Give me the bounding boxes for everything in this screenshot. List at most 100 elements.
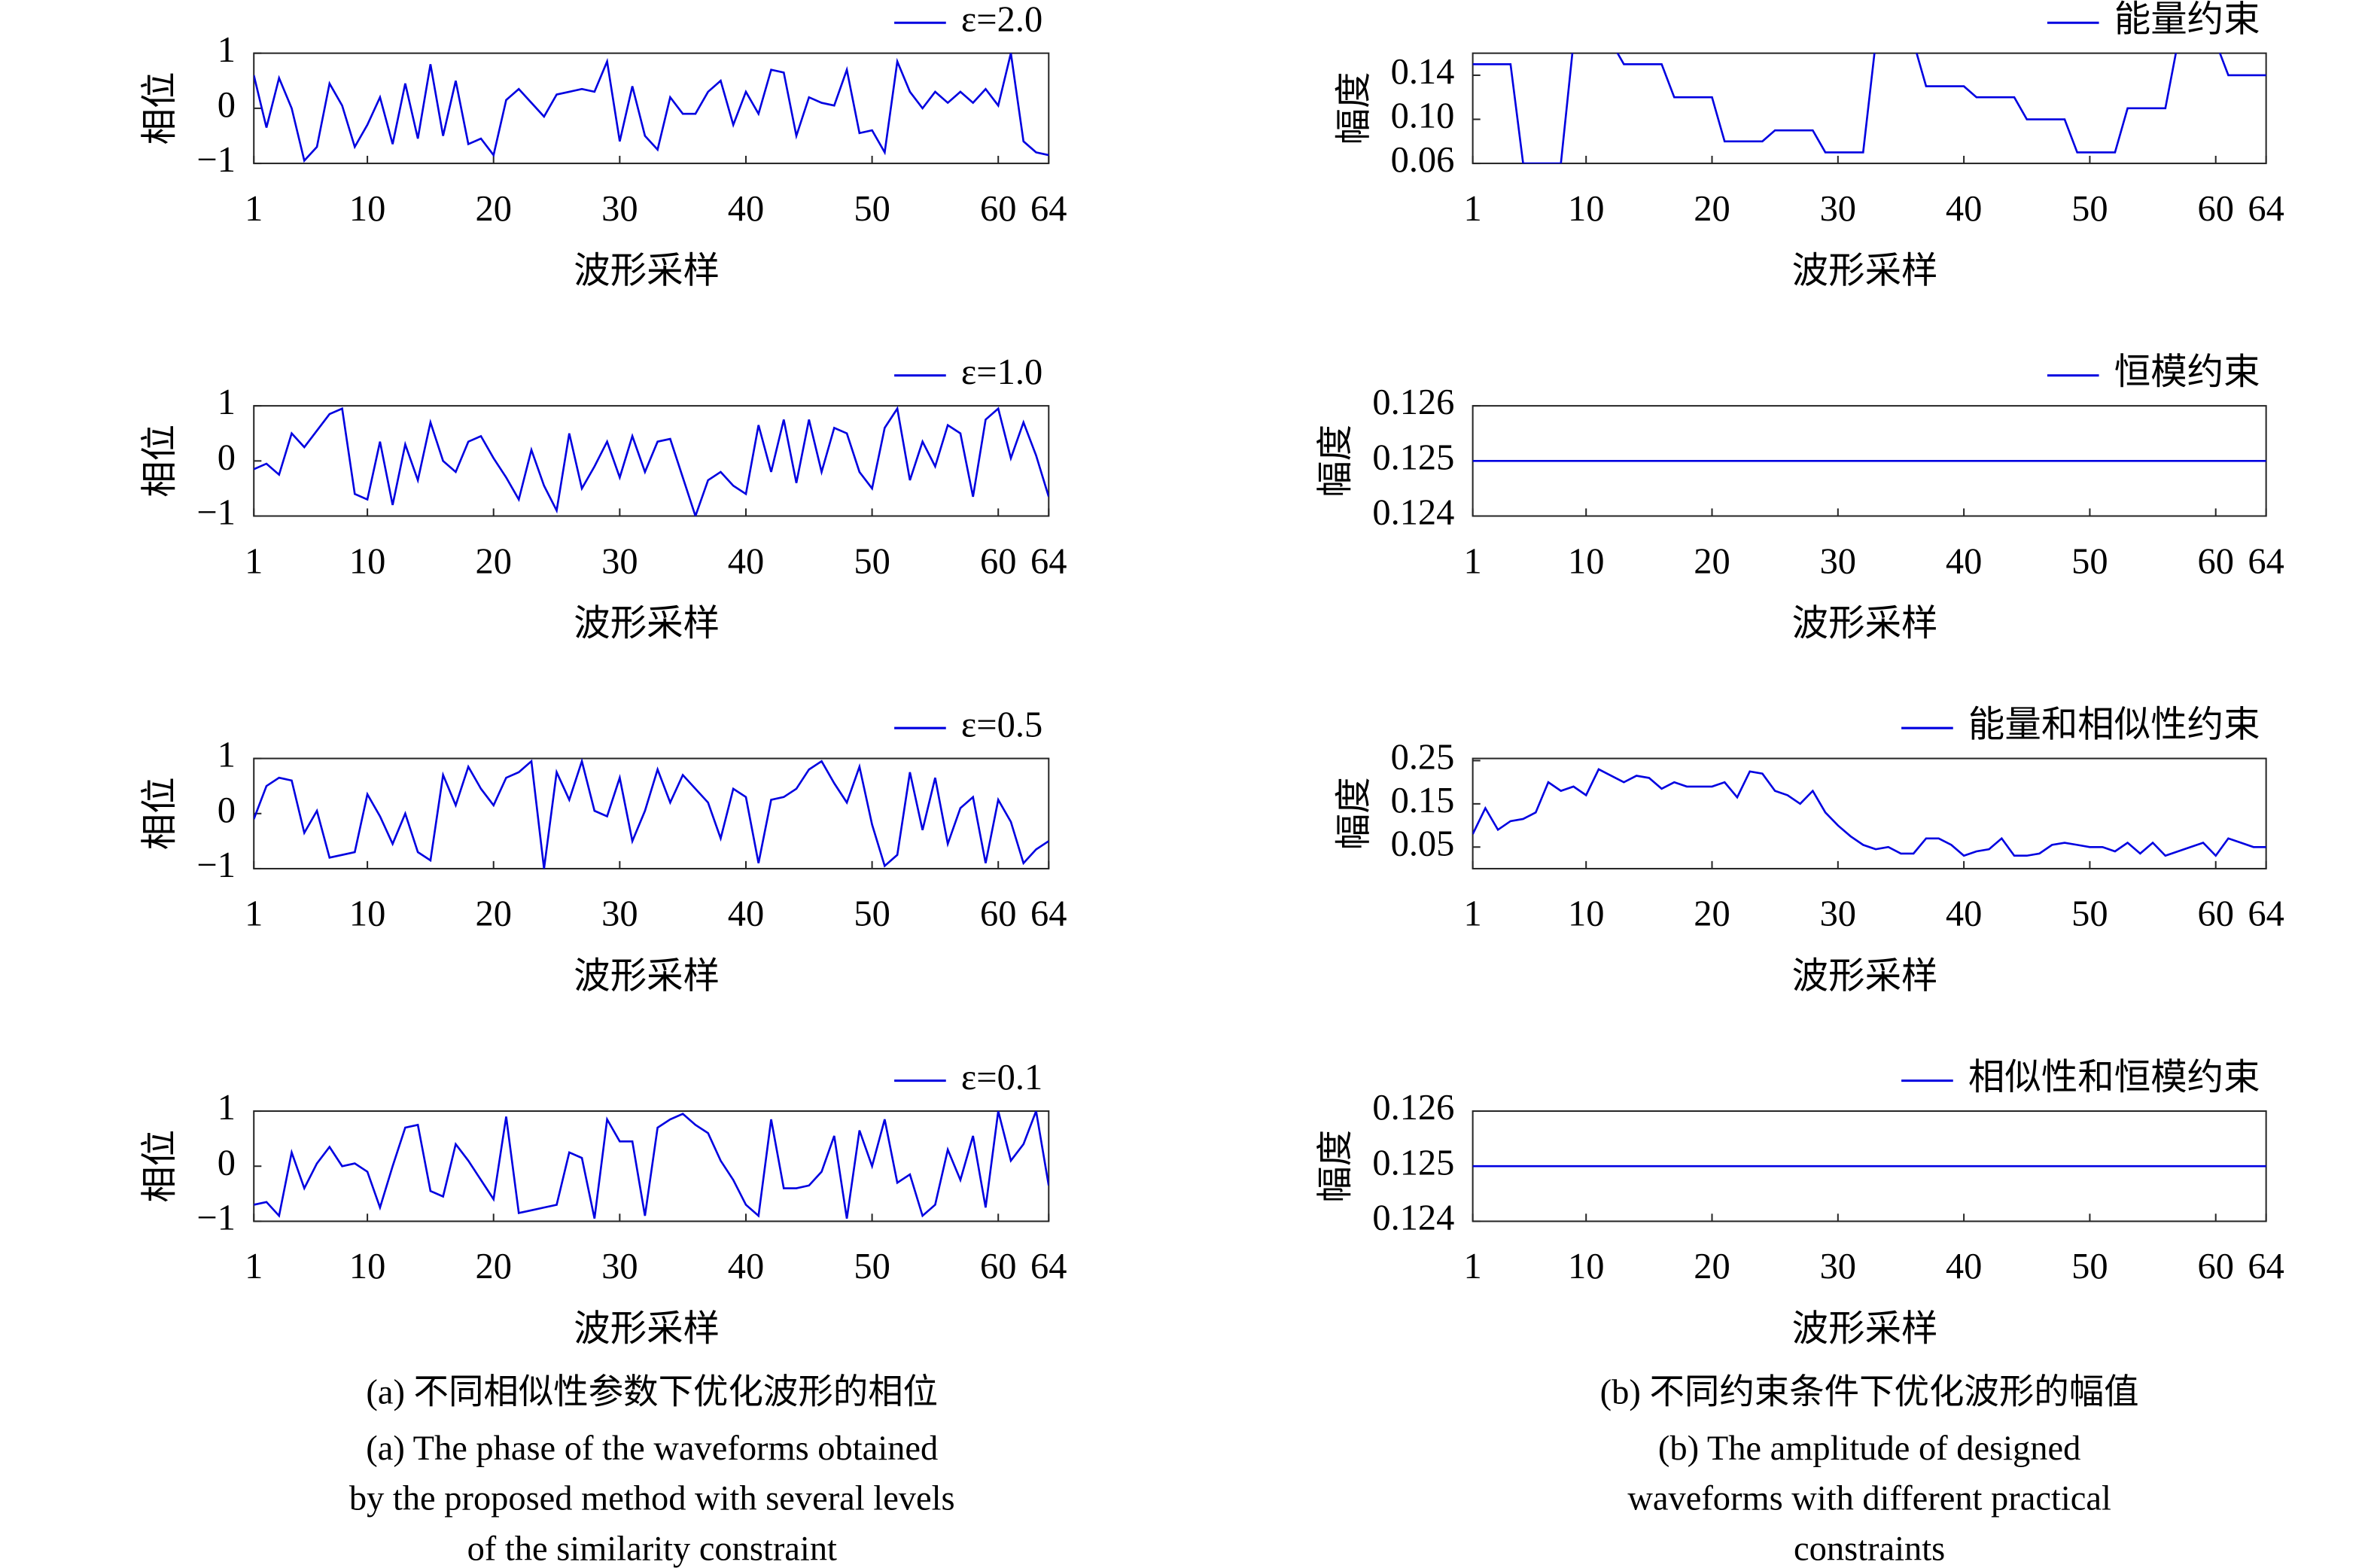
x-tick-label: 60 <box>980 541 1016 581</box>
x-tick-label: 1 <box>245 541 263 581</box>
y-tick-label: 0.10 <box>1391 96 1455 136</box>
x-tick-label: 40 <box>728 1247 764 1286</box>
y-tick-label: 1 <box>218 1088 236 1128</box>
x-tick-label: 40 <box>1946 894 1982 934</box>
x-tick-label: 10 <box>349 894 385 934</box>
y-axis-label: 幅度 <box>1334 72 1374 145</box>
x-tick-label: 60 <box>2197 189 2233 229</box>
x-tick-label: 20 <box>1694 541 1730 581</box>
plot-frame <box>1472 52 2267 165</box>
x-tick-label: 64 <box>1030 1247 1067 1286</box>
x-tick-label: 20 <box>475 1247 511 1286</box>
x-tick-label: 50 <box>2071 894 2108 934</box>
x-tick-label: 20 <box>475 541 511 581</box>
y-tick-label: −1 <box>196 493 236 533</box>
x-axis-label: 波形采样 <box>574 604 720 644</box>
x-tick-label: 30 <box>1820 894 1856 934</box>
x-tick-label: 10 <box>349 189 385 229</box>
x-tick-label: 40 <box>728 541 764 581</box>
y-tick-label: 1 <box>218 30 236 70</box>
x-tick-label: 60 <box>2197 541 2233 581</box>
x-axis-label: 波形采样 <box>574 956 720 996</box>
y-tick-label: 0 <box>218 437 236 477</box>
x-axis-label: 波形采样 <box>1792 1309 1938 1349</box>
legend-label: 恒模约束 <box>2114 352 2260 392</box>
plot-frame <box>1472 757 2267 869</box>
x-axis-label: 波形采样 <box>1792 251 1938 291</box>
x-tick-label: 50 <box>2071 541 2108 581</box>
x-tick-label: 20 <box>1694 1247 1730 1286</box>
x-tick-label: 30 <box>601 894 638 934</box>
caption: (b) The amplitude of designed <box>1658 1429 2080 1468</box>
y-tick-label: 0.126 <box>1372 382 1454 422</box>
x-tick-label: 1 <box>245 189 263 229</box>
y-axis-label: 幅度 <box>1334 777 1374 850</box>
x-axis-label: 波形采样 <box>1792 956 1938 996</box>
x-tick-label: 30 <box>1820 189 1856 229</box>
x-tick-label: 40 <box>1946 1247 1982 1286</box>
data-line <box>254 1111 1049 1219</box>
x-tick-label: 64 <box>1030 541 1067 581</box>
x-tick-label: 50 <box>854 189 890 229</box>
x-tick-label: 60 <box>2197 1247 2233 1286</box>
y-tick-label: 0.125 <box>1372 437 1454 477</box>
x-tick-label: 20 <box>475 189 511 229</box>
x-tick-label: 64 <box>2248 894 2284 934</box>
x-tick-label: 50 <box>854 894 890 934</box>
y-tick-label: −1 <box>196 1198 236 1238</box>
x-axis-label: 波形采样 <box>574 1309 720 1349</box>
plot-frame <box>253 405 1050 517</box>
y-tick-label: 0 <box>218 85 236 125</box>
y-tick-label: 0.14 <box>1391 52 1455 92</box>
y-axis-label: 相位 <box>140 425 180 498</box>
y-axis-label: 幅度 <box>1316 1130 1356 1203</box>
y-tick-label: 0.126 <box>1372 1088 1454 1128</box>
caption: of the similarity constraint <box>467 1530 837 1568</box>
data-line <box>1472 768 2266 857</box>
data-line <box>254 758 1049 869</box>
x-tick-label: 20 <box>1694 189 1730 229</box>
legend-label: ε=0.5 <box>961 705 1042 744</box>
legend-label: 相似性和恒模约束 <box>1968 1058 2260 1098</box>
caption: (b) 不同约束条件下优化波形的幅值 <box>1600 1373 2139 1411</box>
caption: by the proposed method with several leve… <box>349 1480 955 1518</box>
x-tick-label: 50 <box>854 541 890 581</box>
data-line <box>254 53 1049 163</box>
x-tick-label: 30 <box>601 189 638 229</box>
x-axis-label: 波形采样 <box>1792 604 1938 644</box>
caption: (a) The phase of the waveforms obtained <box>366 1429 938 1468</box>
legend-label: ε=2.0 <box>961 0 1042 39</box>
x-tick-label: 64 <box>2248 541 2284 581</box>
plot-frame <box>253 757 1050 869</box>
y-tick-label: −1 <box>196 140 236 180</box>
y-axis-label: 相位 <box>140 72 180 145</box>
x-tick-label: 40 <box>1946 189 1982 229</box>
x-tick-label: 30 <box>1820 1247 1856 1286</box>
caption: constraints <box>1794 1530 1945 1568</box>
x-tick-label: 30 <box>601 541 638 581</box>
x-tick-label: 1 <box>1464 1247 1482 1286</box>
y-tick-label: 0 <box>218 1143 236 1183</box>
data-line <box>254 406 1049 516</box>
legend-label: ε=1.0 <box>961 352 1042 392</box>
x-tick-label: 40 <box>728 894 764 934</box>
y-tick-label: 1 <box>218 382 236 422</box>
y-tick-label: 0.05 <box>1391 824 1455 863</box>
x-tick-label: 20 <box>475 894 511 934</box>
y-tick-label: 1 <box>218 735 236 775</box>
x-tick-label: 30 <box>601 1247 638 1286</box>
y-tick-label: 0.06 <box>1391 140 1455 180</box>
caption: waveforms with different practical <box>1627 1480 2111 1518</box>
x-tick-label: 40 <box>728 189 764 229</box>
data-line <box>1472 53 2266 164</box>
y-axis-label: 幅度 <box>1316 425 1356 498</box>
plot-frame <box>253 52 1050 165</box>
x-tick-label: 1 <box>1464 189 1482 229</box>
x-tick-label: 50 <box>2071 1247 2108 1286</box>
x-tick-label: 1 <box>245 1247 263 1286</box>
x-tick-label: 10 <box>1568 189 1604 229</box>
y-axis-label: 相位 <box>140 777 180 850</box>
x-tick-label: 64 <box>2248 189 2284 229</box>
y-tick-label: 0.15 <box>1391 781 1455 821</box>
x-tick-label: 60 <box>980 1247 1016 1286</box>
